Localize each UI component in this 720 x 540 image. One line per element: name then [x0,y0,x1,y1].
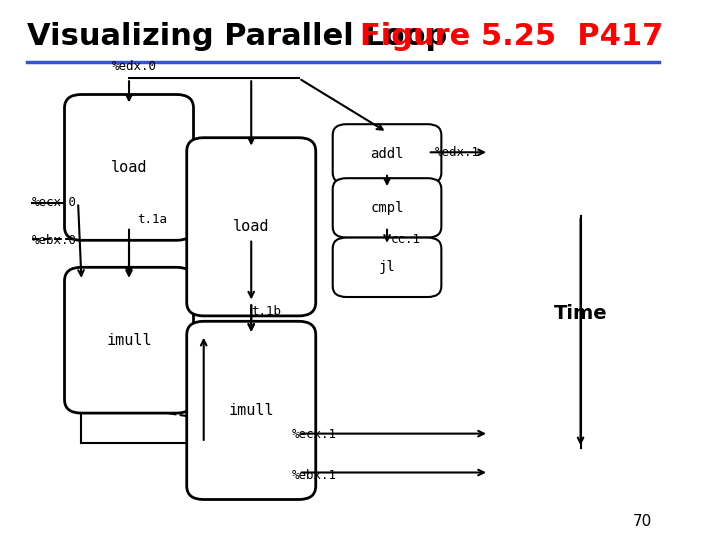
FancyBboxPatch shape [186,321,316,500]
FancyBboxPatch shape [333,238,441,297]
Text: %edx.0: %edx.0 [112,60,157,73]
Text: jl: jl [379,260,395,274]
FancyBboxPatch shape [333,124,441,184]
Text: %ecx.1: %ecx.1 [292,428,337,441]
Text: cmpl: cmpl [370,201,404,215]
FancyBboxPatch shape [186,138,316,316]
Text: Visualizing Parallel Loop: Visualizing Parallel Loop [27,22,447,51]
Text: %ecx.0: %ecx.0 [32,196,77,209]
Text: cc.1: cc.1 [390,233,420,246]
Text: %ebx.1: %ebx.1 [292,469,337,482]
FancyBboxPatch shape [333,178,441,238]
Text: load: load [233,219,269,234]
Text: 70: 70 [633,514,652,529]
FancyBboxPatch shape [65,267,194,413]
Text: t.1a: t.1a [138,213,167,226]
Text: %edx.1: %edx.1 [435,146,480,159]
Text: t.1b: t.1b [251,305,282,318]
Text: load: load [111,160,148,175]
Text: Figure 5.25  P417: Figure 5.25 P417 [360,22,663,51]
Text: %ebx.0: %ebx.0 [32,234,77,247]
Text: imull: imull [228,403,274,418]
FancyBboxPatch shape [65,94,194,240]
Text: imull: imull [106,333,152,348]
Text: addl: addl [370,147,404,161]
Text: Time: Time [554,303,608,323]
